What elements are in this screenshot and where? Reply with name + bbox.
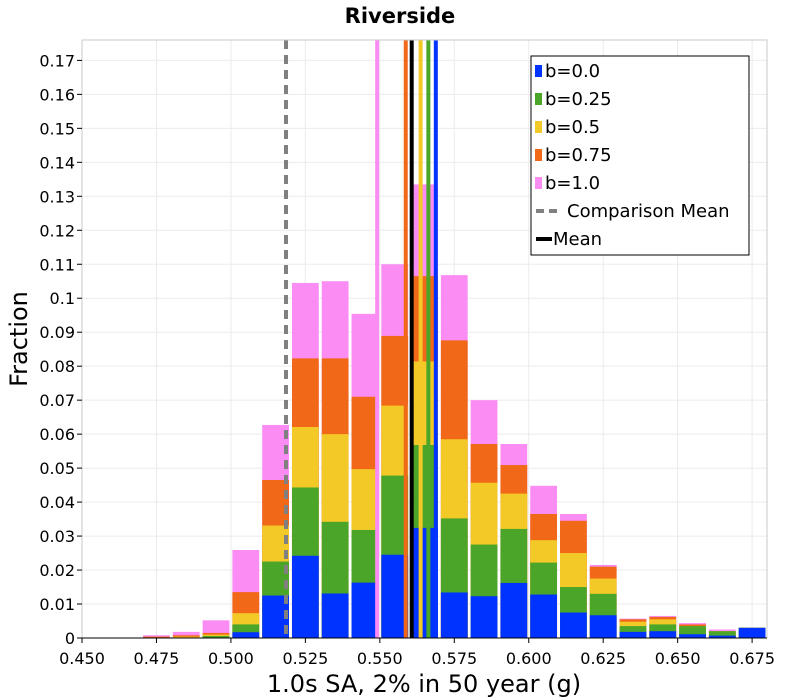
x-tick-label: 0.450: [59, 649, 105, 668]
series-b=0.0: [232, 527, 766, 638]
y-tick-label: 0.11: [39, 255, 75, 274]
bar: [470, 596, 498, 638]
y-tick-label: 0.1: [50, 289, 75, 308]
bar: [172, 631, 200, 638]
y-tick-label: 0.02: [39, 561, 75, 580]
mean-lines: [284, 40, 438, 638]
legend: b=0.0 b=0.25 b=0.5 b=0.75 b=1.0 Comparison Me…: [530, 55, 750, 256]
x-tick-label: 0.675: [729, 649, 775, 668]
y-tick-label: 0.01: [39, 595, 75, 614]
legend-swatch: [535, 93, 542, 105]
legend-label: b=0.25: [545, 89, 612, 110]
bar: [679, 626, 706, 638]
bar: [589, 615, 617, 638]
bar: [708, 635, 736, 638]
y-tick-label: 0.06: [39, 425, 75, 444]
legend-label: b=0.5: [545, 117, 600, 138]
bar: [143, 635, 170, 638]
bar: [649, 631, 677, 638]
x-tick-label: 0.475: [134, 649, 180, 668]
y-tick-label: 0.12: [39, 221, 75, 240]
legend-swatch: [535, 149, 542, 161]
x-tick-label: 0.550: [357, 649, 403, 668]
bar: [708, 631, 736, 638]
y-tick-label: 0.13: [39, 187, 75, 206]
x-tick-label: 0.650: [655, 649, 701, 668]
x-tick-label: 0.625: [580, 649, 626, 668]
legend-swatch: [535, 121, 542, 133]
bar: [619, 631, 647, 638]
bar: [411, 527, 438, 638]
y-tick-label: 0.15: [39, 119, 75, 138]
x-axis-ticks: 0.450 0.475 0.500 0.525 0.550 0.575 0.600 0.625…: [59, 638, 775, 668]
legend-swatch: [535, 65, 542, 77]
y-tick-label: 0.08: [39, 357, 75, 376]
bar: [172, 636, 200, 638]
legend-label: b=1.0: [545, 173, 600, 194]
x-axis-label: 1.0s SA, 2% in 50 year (g): [267, 670, 581, 698]
bar: [172, 635, 200, 638]
bar: [202, 635, 230, 638]
x-tick-label: 0.575: [431, 649, 477, 668]
y-tick-label: 0.04: [39, 493, 75, 512]
y-tick-label: 0: [65, 629, 75, 648]
legend-label: Mean: [553, 229, 602, 250]
legend-label: b=0.0: [545, 61, 600, 82]
bar: [351, 582, 379, 638]
legend-label: b=0.75: [545, 145, 612, 166]
y-axis-label: Fraction: [5, 291, 33, 387]
bar: [291, 555, 319, 638]
bar: [143, 636, 170, 638]
y-axis-ticks: 0 0.01 0.02 0.03 0.04 0.05 0.06 0.07 0.08 0.09 0.1…: [39, 51, 82, 648]
y-tick-label: 0.05: [39, 459, 75, 478]
bar: [530, 594, 558, 638]
bar: [560, 612, 587, 638]
y-tick-label: 0.14: [39, 153, 75, 172]
legend-swatch: [535, 177, 542, 189]
chart-title: Riverside: [345, 4, 456, 28]
legend-box: [530, 55, 750, 256]
bar: [679, 634, 706, 638]
bar: [500, 582, 528, 638]
bar: [440, 592, 468, 638]
x-tick-label: 0.525: [282, 649, 328, 668]
y-tick-label: 0.17: [39, 51, 75, 70]
bar-stacks: [143, 184, 766, 638]
y-tick-label: 0.16: [39, 85, 75, 104]
bar: [321, 593, 349, 638]
bar: [738, 627, 766, 638]
x-tick-label: 0.600: [506, 649, 552, 668]
y-tick-label: 0.03: [39, 527, 75, 546]
bar: [381, 554, 409, 638]
x-tick-label: 0.500: [208, 649, 254, 668]
bar: [232, 632, 260, 638]
y-tick-label: 0.09: [39, 323, 75, 342]
y-tick-label: 0.07: [39, 391, 75, 410]
legend-label: Comparison Mean: [567, 201, 730, 222]
